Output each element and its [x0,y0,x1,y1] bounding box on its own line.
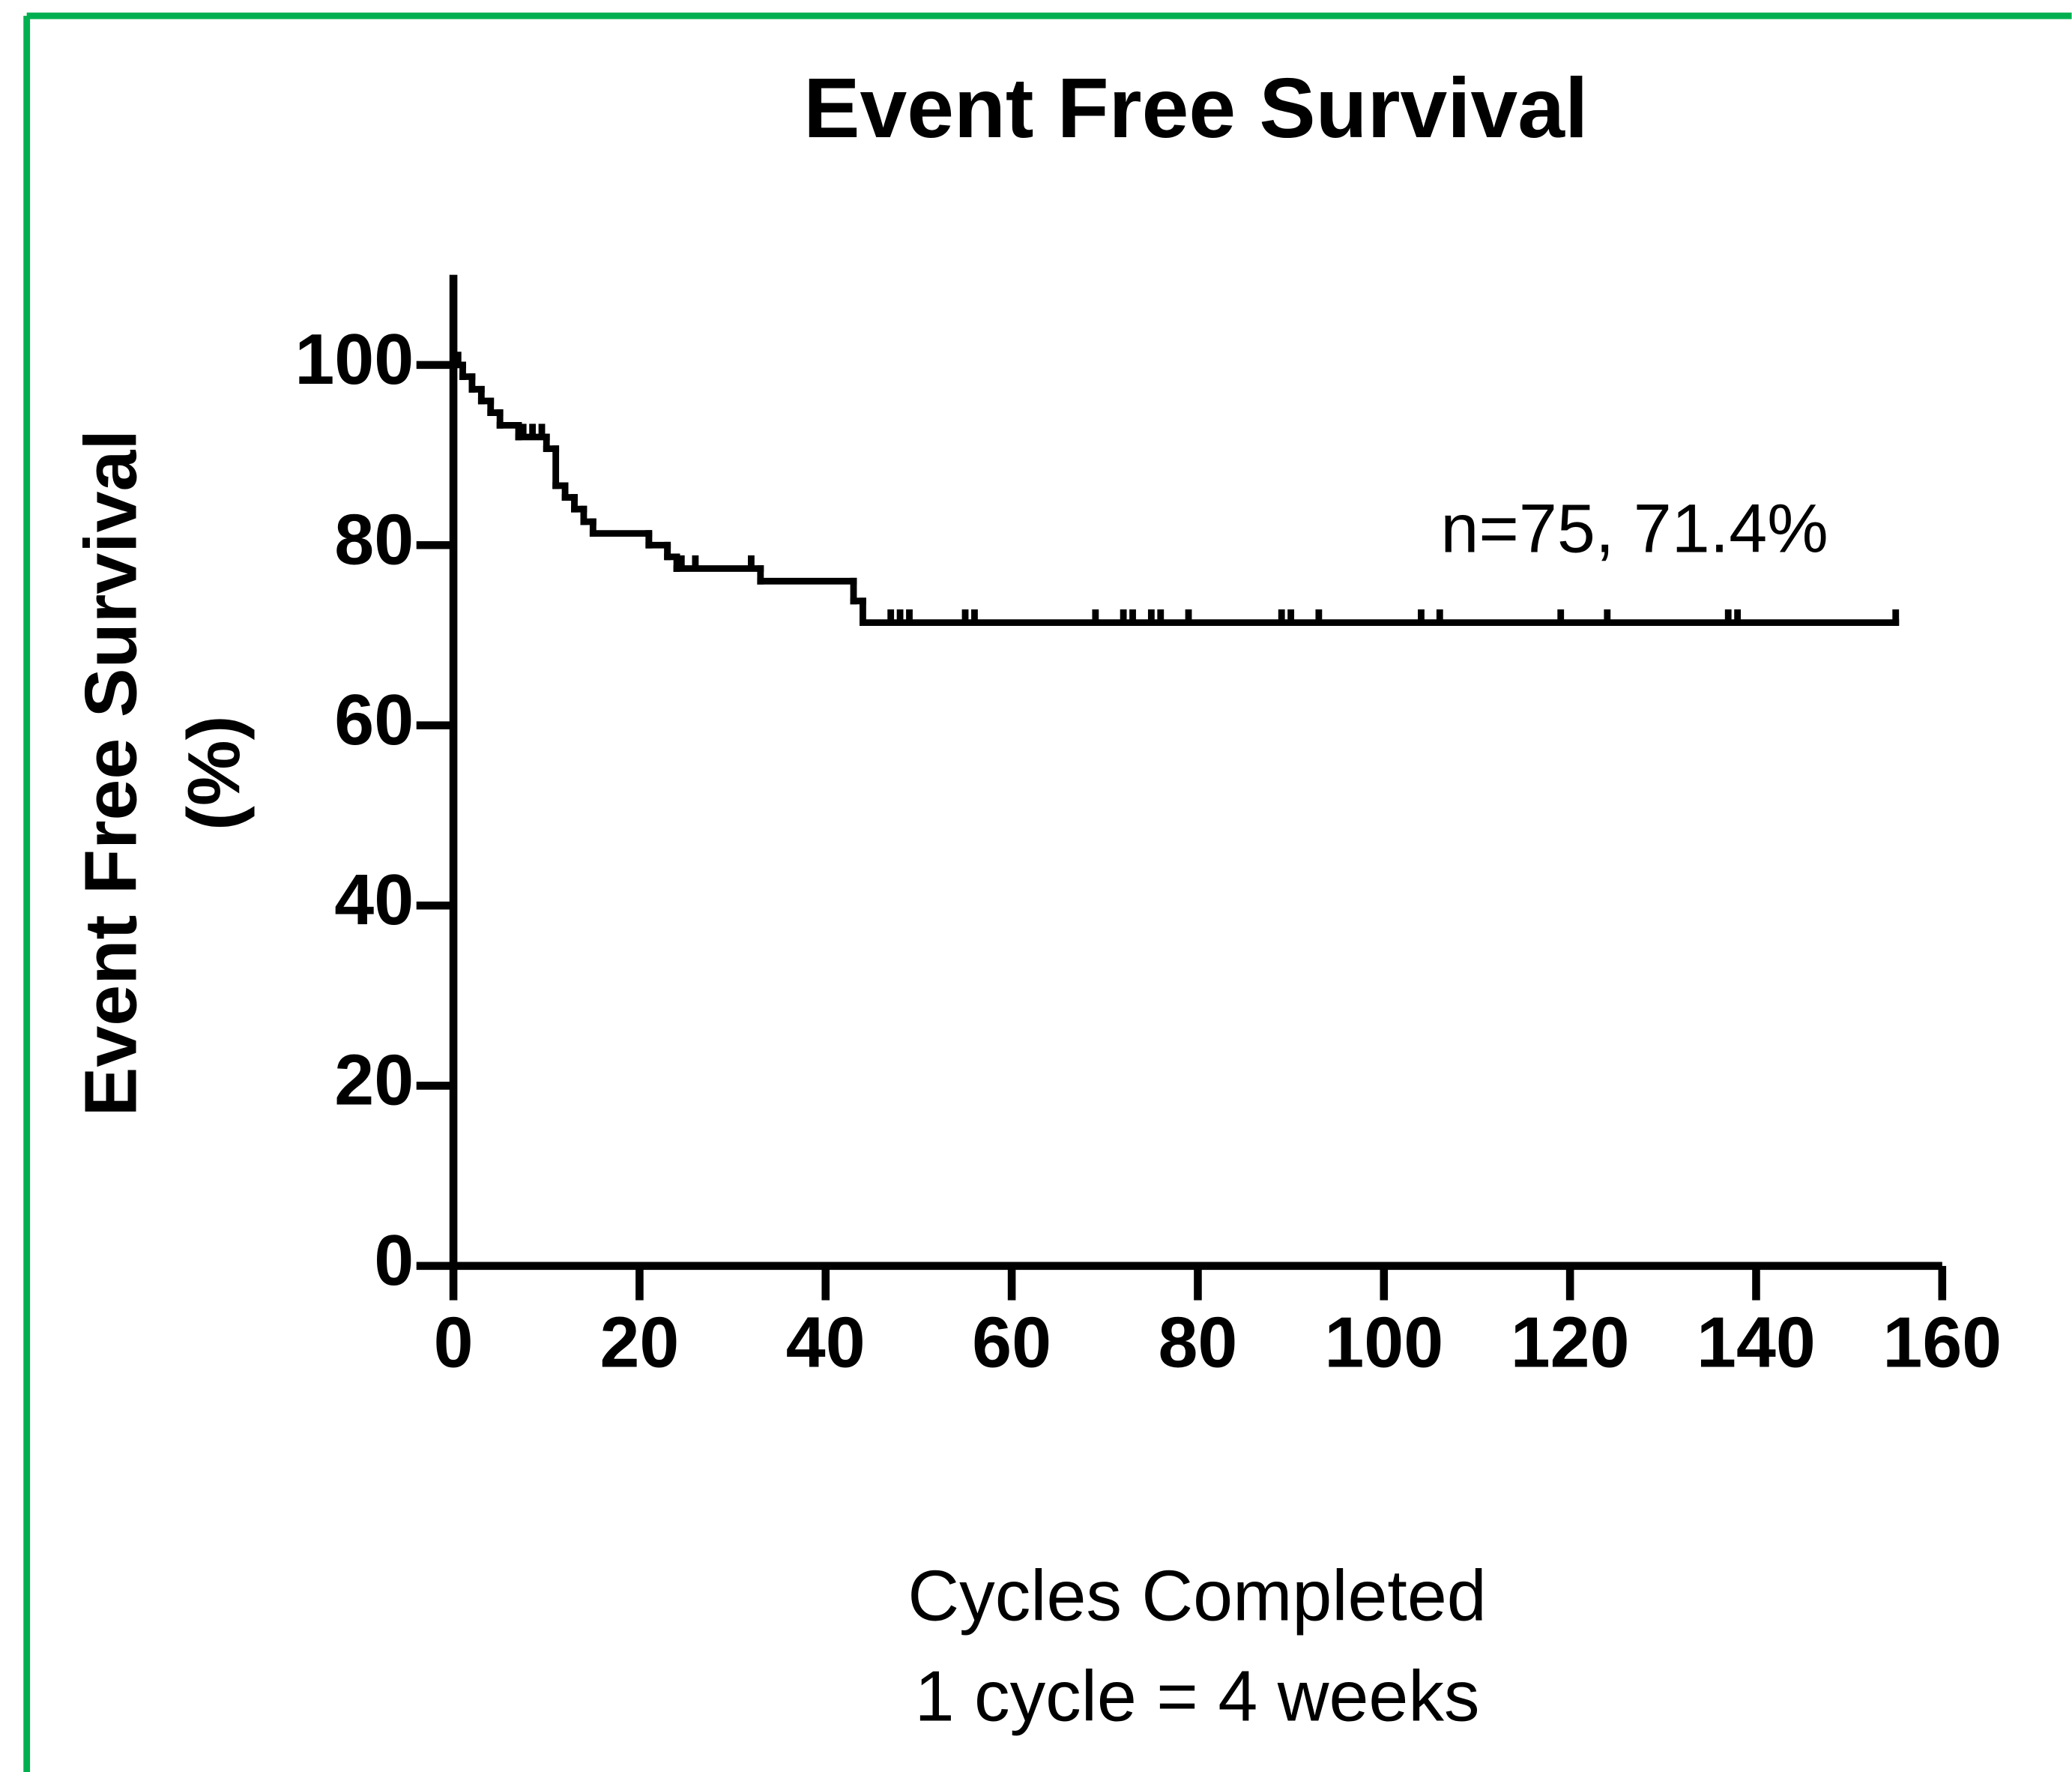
annotation: n=75, 71.4% [1440,490,1828,567]
x-tick-label: 80 [1159,1303,1238,1382]
x-tick-label: 100 [1324,1303,1443,1382]
y-tick-label: 20 [334,1041,414,1121]
x-tick-label: 160 [1882,1303,2002,1382]
x-axis-label: Cycles Completed [907,1557,1486,1636]
y-axis-label: Event Free Survival [70,430,152,1116]
x-tick-label: 120 [1511,1303,1630,1382]
x-tick-label: 140 [1697,1303,1816,1382]
x-tick-label: 60 [972,1303,1051,1382]
y-axis-label: (%) [172,716,255,831]
x-tick-label: 0 [434,1303,474,1382]
x-axis-label: 1 cycle = 4 weeks [915,1657,1480,1737]
y-tick-label: 60 [334,681,414,760]
y-tick-label: 40 [334,861,414,940]
y-tick-label: 100 [295,320,414,400]
x-tick-label: 40 [786,1303,866,1382]
y-tick-label: 80 [334,500,414,579]
x-tick-label: 20 [599,1303,679,1382]
y-tick-label: 0 [374,1221,414,1301]
chart-title: Event Free Survival [803,61,1588,155]
